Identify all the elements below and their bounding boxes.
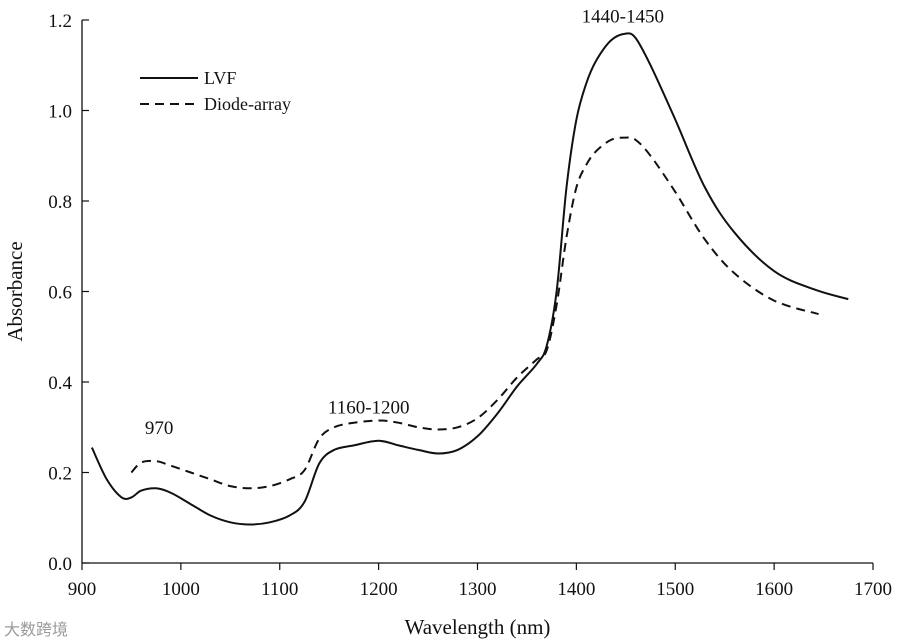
- y-tick-label: 0.0: [48, 554, 72, 575]
- x-tick-label: 1200: [360, 579, 398, 600]
- x-tick-label: 1300: [459, 579, 497, 600]
- y-tick-label: 1.0: [48, 102, 72, 123]
- y-tick-label: 0.4: [48, 373, 72, 394]
- x-tick-label: 1400: [557, 579, 595, 600]
- legend-label: LVF: [204, 68, 236, 88]
- annotations: 970 1160-1200 1440-1450: [145, 6, 664, 439]
- chart-axes: [81, 20, 873, 564]
- series-line-diode-array: [130, 136, 819, 490]
- y-axis-title: Absorbance: [3, 241, 27, 341]
- x-tick-label: 900: [68, 579, 97, 600]
- watermark: 大数跨境: [4, 620, 69, 639]
- y-tick-label: 1.2: [48, 11, 72, 32]
- x-tick-label: 1000: [162, 579, 200, 600]
- x-axis-title: Wavelength (nm): [405, 615, 551, 639]
- legend: LVF Diode-array: [140, 68, 291, 114]
- x-tick-label: 1500: [656, 579, 694, 600]
- x-tick-label: 1700: [854, 579, 892, 600]
- annotation-label: 1160-1200: [328, 398, 410, 419]
- x-ticks: 900 1000 1100 1200 1300 1400 1500 1600 1700: [68, 563, 892, 600]
- annotation-label: 970: [145, 418, 174, 439]
- y-ticks: 0.0 0.2 0.4 0.6 0.8 1.0 1.2: [48, 11, 89, 575]
- series-line-lvf: [90, 32, 849, 526]
- y-tick-label: 0.8: [48, 192, 72, 213]
- x-tick-label: 1600: [755, 579, 793, 600]
- series-layer: [90, 32, 849, 526]
- x-tick-label: 1100: [261, 579, 298, 600]
- y-tick-label: 0.6: [48, 283, 72, 304]
- y-tick-label: 0.2: [48, 464, 72, 485]
- annotation-label: 1440-1450: [582, 6, 664, 27]
- legend-label: Diode-array: [204, 94, 291, 114]
